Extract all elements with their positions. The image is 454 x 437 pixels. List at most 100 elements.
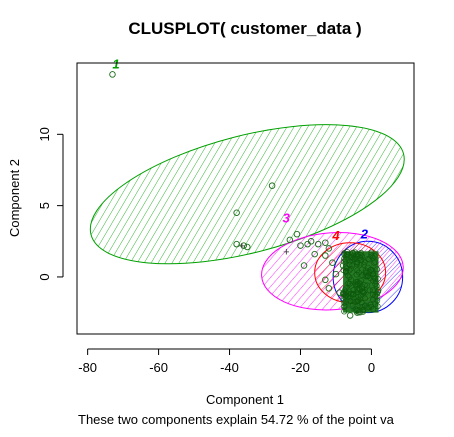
data-point: [350, 305, 357, 312]
x-tick-label: 0: [368, 360, 375, 375]
dense-point: [362, 269, 369, 276]
dense-point: [372, 278, 379, 285]
data-point: [336, 289, 343, 296]
dense-point: [348, 254, 355, 261]
data-point: [322, 252, 329, 259]
data-point: [240, 242, 247, 249]
dense-point: [359, 289, 366, 296]
dense-point: [346, 280, 353, 287]
data-point: [332, 270, 340, 278]
y-tick-label: 0: [37, 273, 52, 280]
dense-point: [341, 258, 347, 265]
dense-point: [374, 293, 381, 300]
dense-point: [349, 262, 356, 269]
dense-point: [355, 280, 362, 286]
cluster-label-3: 3: [283, 211, 291, 226]
dense-point: [361, 303, 368, 310]
cluster-label-4: 4: [331, 228, 340, 243]
dense-point: [343, 269, 349, 276]
dense-point: [374, 303, 381, 310]
x-tick-label: -20: [291, 360, 310, 375]
dense-point: [373, 282, 380, 289]
x-axis: -80 -60 -40 -20 0: [78, 348, 375, 375]
data-point: [307, 238, 315, 245]
dense-point: [355, 293, 362, 300]
cluster-markers: + +: [239, 241, 290, 259]
dense-point: [368, 251, 375, 258]
dense-point: [347, 297, 354, 304]
data-point: [233, 240, 240, 248]
data-point: [109, 71, 116, 78]
dense-point: [360, 306, 367, 313]
dense-point: [346, 261, 353, 268]
data-point: [286, 236, 294, 244]
data-point: [314, 240, 322, 248]
x-tick-label: -60: [149, 360, 168, 375]
y-axis-label: Component 2: [7, 159, 22, 237]
dense-point: [358, 299, 365, 306]
dense-point: [344, 251, 351, 258]
data-point: [325, 245, 333, 252]
dense-point: [369, 287, 376, 294]
data-point: [322, 239, 329, 246]
x-tick-label: -80: [78, 360, 97, 375]
data-point: [297, 242, 304, 249]
data-point: [329, 259, 336, 266]
x-tick-label: -40: [220, 360, 239, 375]
dense-point: [354, 281, 361, 287]
dense-point: [350, 292, 357, 299]
dense-point: [369, 291, 376, 298]
data-point: [322, 276, 329, 284]
dense-point: [341, 250, 348, 257]
data-point: [244, 243, 251, 251]
x-axis-label: Component 1: [206, 392, 284, 407]
y-tick-label: 5: [37, 202, 52, 209]
dense-point: [367, 301, 374, 308]
dense-point: [360, 261, 367, 268]
data-point: [353, 309, 361, 316]
dense-point: [372, 259, 379, 265]
variance-subtitle: These two components explain 54.72 % of …: [78, 412, 395, 427]
cluster-label-2: 2: [360, 226, 369, 241]
plot-frame: [76, 62, 415, 335]
dense-point: [341, 255, 348, 262]
center-marker: +: [239, 241, 245, 253]
dense-point: [348, 276, 355, 283]
data-point: [325, 285, 333, 292]
dense-point: [341, 287, 348, 294]
data-point: [346, 312, 354, 319]
dense-point: [350, 252, 357, 259]
dense-point: [357, 295, 364, 302]
data-points: [109, 71, 382, 319]
y-axis: 0 5 10: [37, 127, 64, 281]
dense-point: [346, 267, 353, 274]
y-tick-label: 10: [37, 127, 52, 141]
dense-point: [366, 287, 373, 294]
dense-point: [365, 256, 371, 262]
dense-point: [370, 306, 377, 313]
cluster-label-1: 1: [112, 57, 119, 72]
dense-point: [347, 265, 354, 272]
dense-point: [359, 303, 366, 310]
data-point: [311, 250, 318, 258]
cluster-ellipse-1: [89, 124, 405, 265]
dense-point: [364, 282, 371, 289]
cluster-labels: 1 2 3 4: [112, 57, 368, 243]
dense-point: [357, 252, 364, 258]
data-point: [339, 262, 347, 269]
dense-point: [341, 308, 348, 315]
dense-point: [371, 259, 378, 266]
dense-point: [374, 297, 381, 304]
dense-point: [362, 295, 369, 302]
data-point: [300, 262, 308, 269]
data-point: [343, 299, 350, 306]
dense-point: [358, 256, 365, 263]
center-marker: +: [283, 246, 289, 258]
data-point: [268, 182, 276, 189]
dense-point: [353, 271, 360, 278]
dense-point: [350, 298, 357, 305]
dense-point: [371, 253, 378, 260]
dense-point: [366, 256, 373, 263]
